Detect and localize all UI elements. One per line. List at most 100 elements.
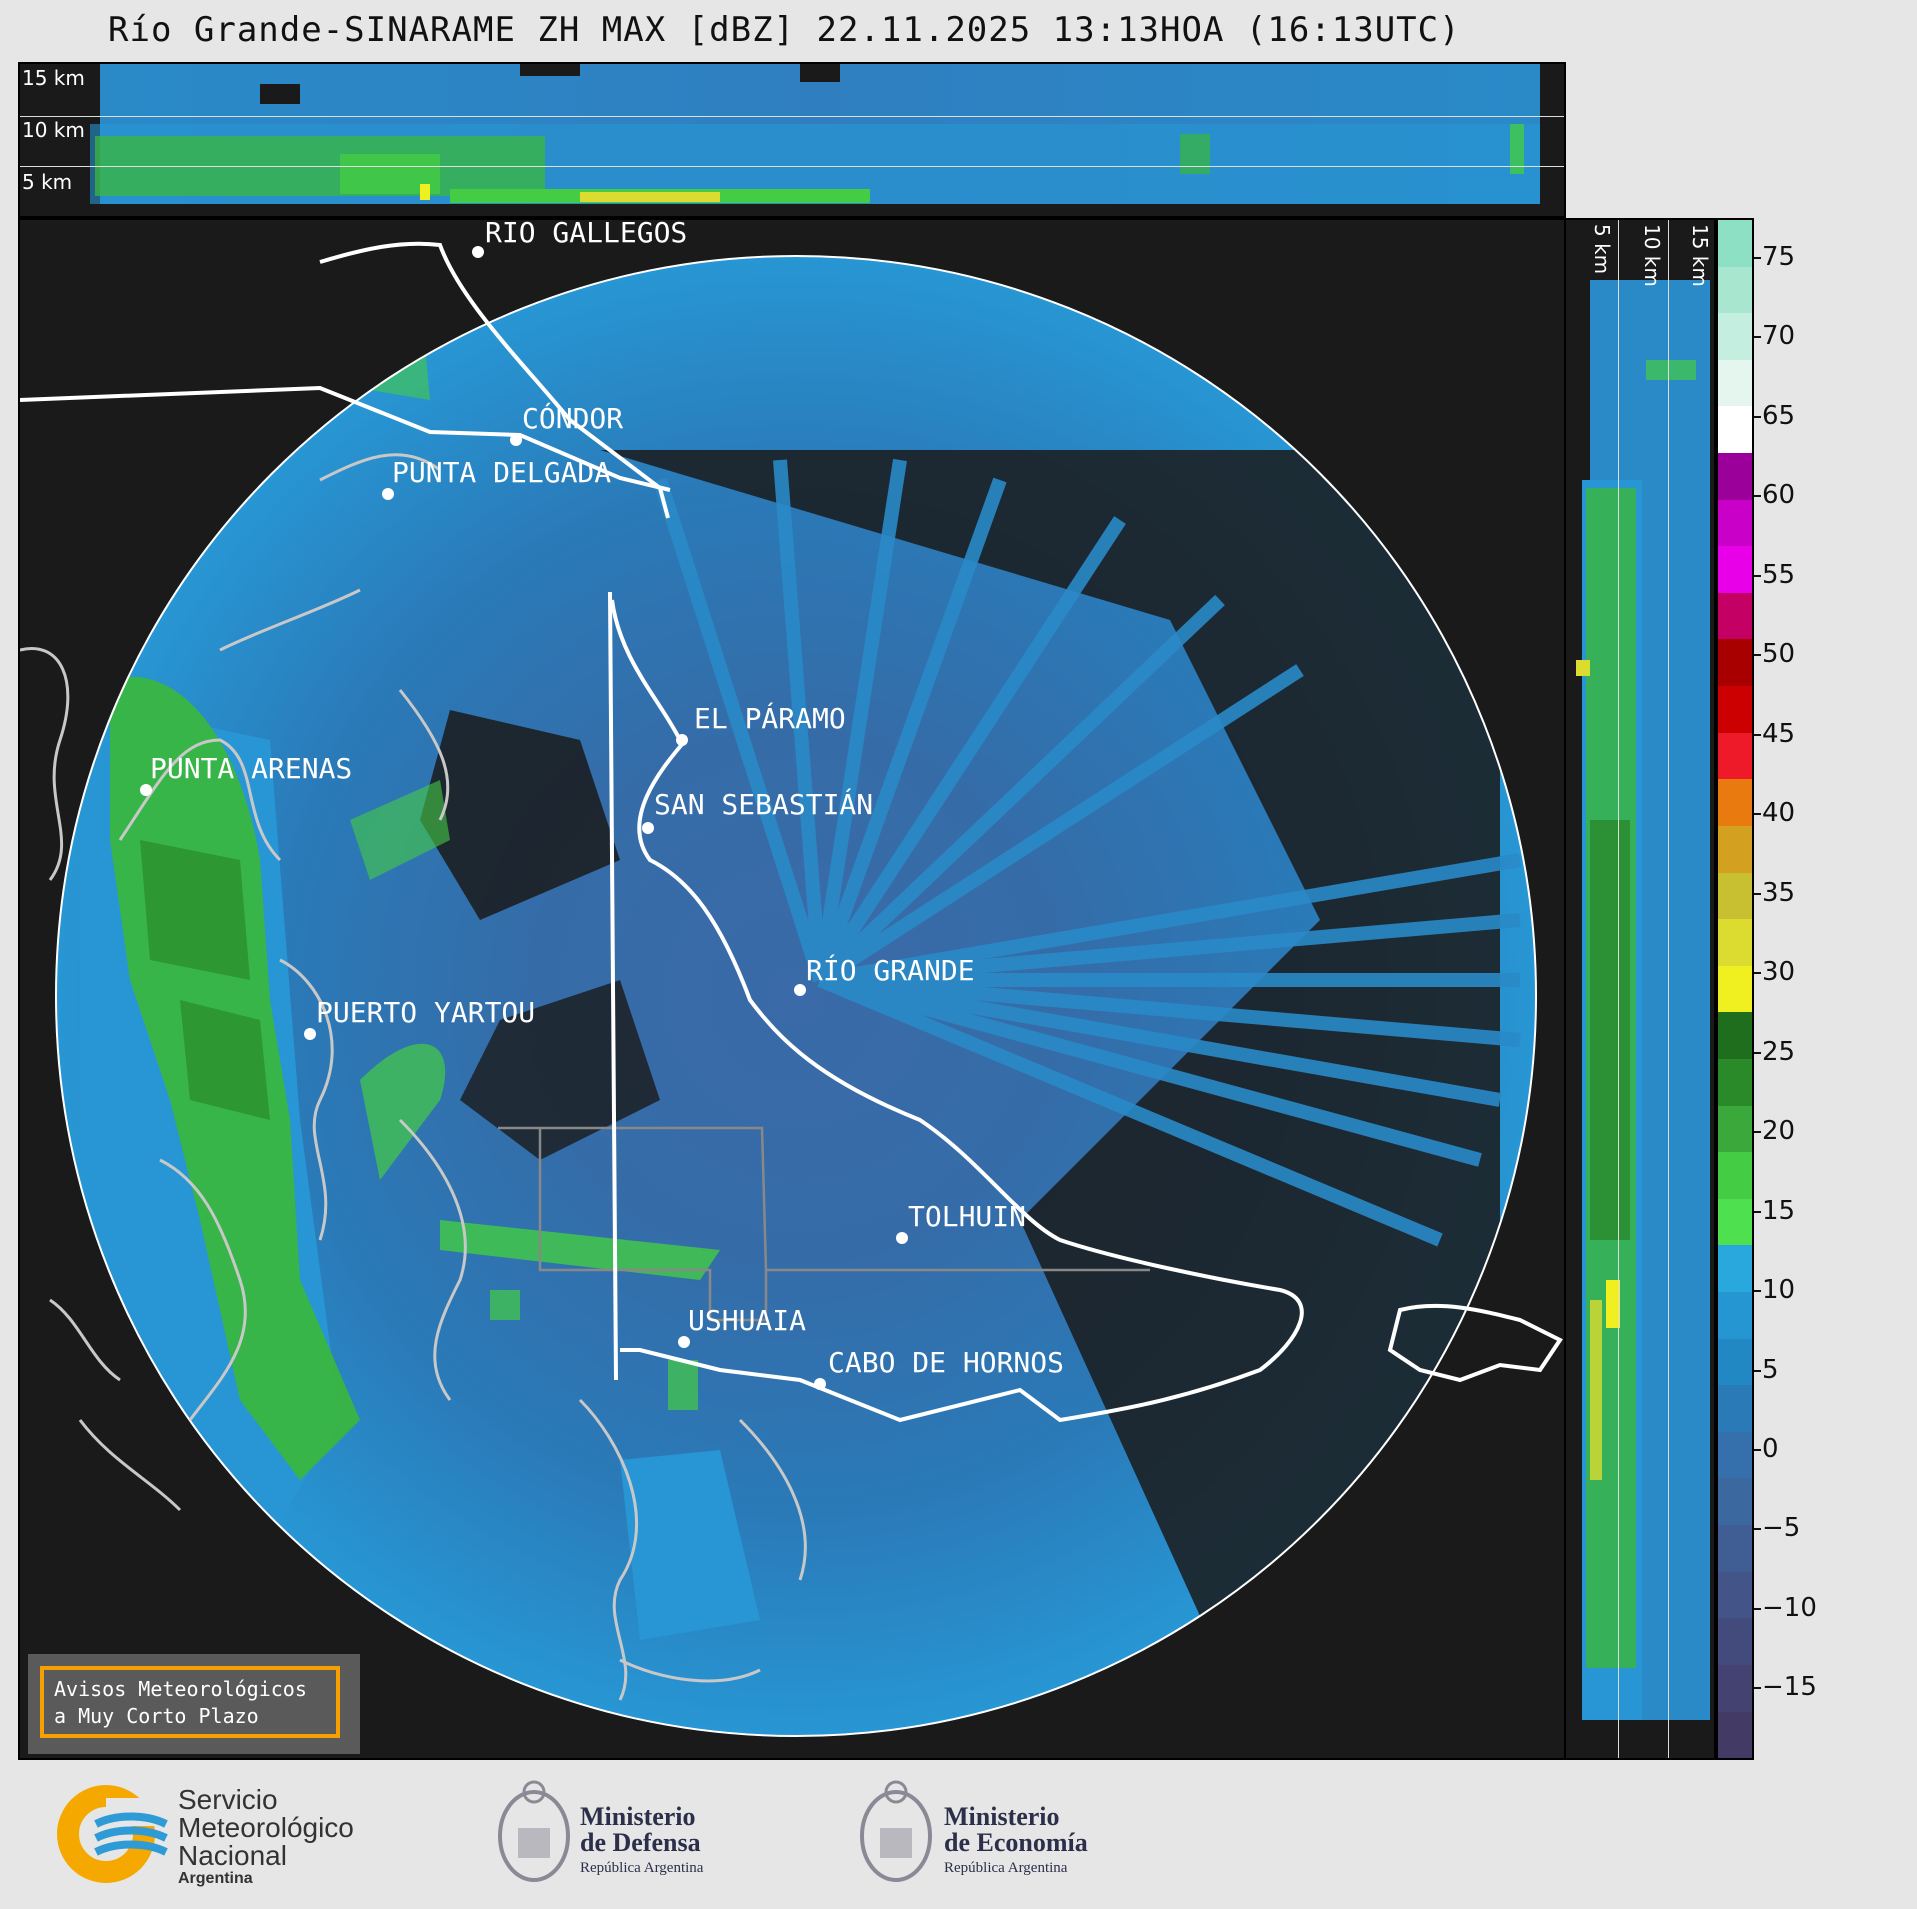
colorbar-tick-mark [1754,1051,1761,1054]
colorbar-band [1718,453,1752,500]
warning-box[interactable]: Avisos Meteorológicos a Muy Corto Plazo [28,1654,360,1754]
city-label-el-paramo: EL PÁRAMO [694,701,846,735]
colorbar-band [1718,1618,1752,1665]
warning-line-2: a Muy Corto Plazo [54,1704,259,1728]
colorbar-tick-label: 35 [1762,877,1796,908]
colorbar-tick-mark [1754,1290,1761,1293]
colorbar-band [1718,592,1752,640]
top-10km-line [20,166,1564,167]
colorbar-band [1718,359,1752,407]
economia-line-2: de Economía [944,1828,1088,1857]
colorbar-band [1718,1431,1752,1479]
colorbar-tick-label: 25 [1762,1036,1796,1067]
colorbar-tick-mark [1754,1687,1761,1690]
marker-ushuaia [678,1336,690,1348]
colorbar-band [1718,1711,1752,1758]
colorbar-tick-mark [1754,813,1761,816]
city-label-rio-gallegos: RÍO GALLEGOS [485,220,687,249]
top-label-10km: 10 km [22,118,85,142]
smn-line-1: Servicio [178,1784,278,1815]
marker-punta-delgada [382,488,394,500]
economia-line-1: Ministerio [944,1802,1060,1831]
colorbar-tick-mark [1754,654,1761,657]
city-label-punta-delgada: PUNTA DELGADA [392,456,611,489]
colorbar-band [1718,1571,1752,1619]
map-title: Río Grande-SINARAME ZH MAX [dBZ] 22.11.2… [108,10,1461,50]
colorbar-tick-mark [1754,733,1761,736]
city-label-ushuaia: USHUAIA [688,1304,806,1337]
colorbar-band [1718,779,1752,826]
colorbar-tick-mark [1754,1131,1761,1134]
city-markers [140,246,908,1390]
colorbar-band [1718,266,1752,314]
colorbar-tick-mark [1754,415,1761,418]
side-cross-section: 5 km 10 km 15 km [1564,218,1716,1760]
marker-punta-arenas [140,784,152,796]
city-label-puerto-yartou: PUERTO YARTOU [316,996,535,1029]
economia-line-3: República Argentina [944,1860,1068,1876]
colorbar-tick-mark [1754,1449,1761,1451]
colorbar-tick-label: 15 [1762,1195,1796,1226]
colorbar-band [1718,1338,1752,1386]
colorbar-tick-mark [1754,495,1761,498]
colorbar-band [1718,1292,1752,1339]
colorbar-band [1718,1245,1752,1293]
colorbar-tick-mark [1754,256,1761,259]
colorbar-band [1718,406,1752,454]
colorbar-tick-mark [1754,574,1761,577]
colorbar-tick-mark [1754,1607,1761,1610]
colorbar-band [1718,919,1752,966]
colorbar-tick-label: 45 [1762,718,1796,749]
city-label-tolhuin: TOLHUIN [908,1200,1026,1233]
colorbar-band [1718,1105,1752,1153]
side-label-15km: 15 km [1688,224,1712,287]
marker-condor [510,434,522,446]
colorbar-tick-label: 50 [1762,639,1796,670]
colorbar-tick-mark [1754,1369,1761,1372]
city-label-cabo-de-hornos: CABO DE HORNOS [828,1346,1064,1379]
economia-logo: Ministerio de Economía República Argenti… [856,1772,1116,1902]
colorbar-tick-mark [1754,1528,1761,1531]
colorbar-band [1718,1198,1752,1246]
colorbar-band [1718,1478,1752,1526]
defensa-seal-icon [498,1780,570,1882]
defensa-logo: Ministerio de Defensa República Argentin… [494,1772,754,1902]
colorbar-band [1718,825,1752,873]
top-15km-line [20,116,1564,117]
side-label-10km: 10 km [1640,224,1664,287]
colorbar-tick-label: 10 [1762,1275,1796,1306]
colorbar-tick-mark [1754,972,1761,975]
colorbar-tick-label: 60 [1762,480,1796,511]
colorbar-tick-label: 75 [1762,241,1796,272]
colorbar-band [1718,639,1752,687]
colorbar [1716,218,1754,1760]
colorbar-band [1718,1664,1752,1712]
marker-el-paramo [676,734,688,746]
defensa-line-2: de Defensa [580,1828,701,1857]
colorbar-strip [1718,220,1752,1758]
colorbar-band [1718,872,1752,920]
colorbar-band [1718,1152,1752,1199]
city-label-punta-arenas: PUNTA ARENAS [150,752,352,785]
economia-seal-icon [860,1780,932,1882]
colorbar-tick-label: 55 [1762,559,1796,590]
colorbar-tick-mark [1754,1210,1761,1213]
radar-map-image: RÍO GALLEGOS CÓNDOR PUNTA DELGADA EL PÁR… [20,220,1563,1737]
marker-rio-gallegos [472,246,484,258]
colorbar-band [1718,546,1752,593]
top-cross-section: 15 km 10 km 5 km [18,62,1566,218]
smn-line-4: Argentina [178,1870,253,1887]
marker-rio-grande [794,984,806,996]
colorbar-band [1718,499,1752,547]
colorbar-tick-mark [1754,336,1761,339]
colorbar-band [1718,732,1752,780]
colorbar-tick-label: 40 [1762,798,1796,829]
colorbar-tick-label: 65 [1762,400,1796,431]
colorbar-band [1718,686,1752,733]
top-cross-section-image [90,64,1540,204]
colorbar-tick-label: 0 [1762,1434,1779,1464]
top-label-15km: 15 km [22,66,85,90]
side-5km-line [1618,220,1619,1758]
colorbar-tick-label: −15 [1762,1672,1817,1703]
defensa-line-1: Ministerio [580,1802,696,1831]
